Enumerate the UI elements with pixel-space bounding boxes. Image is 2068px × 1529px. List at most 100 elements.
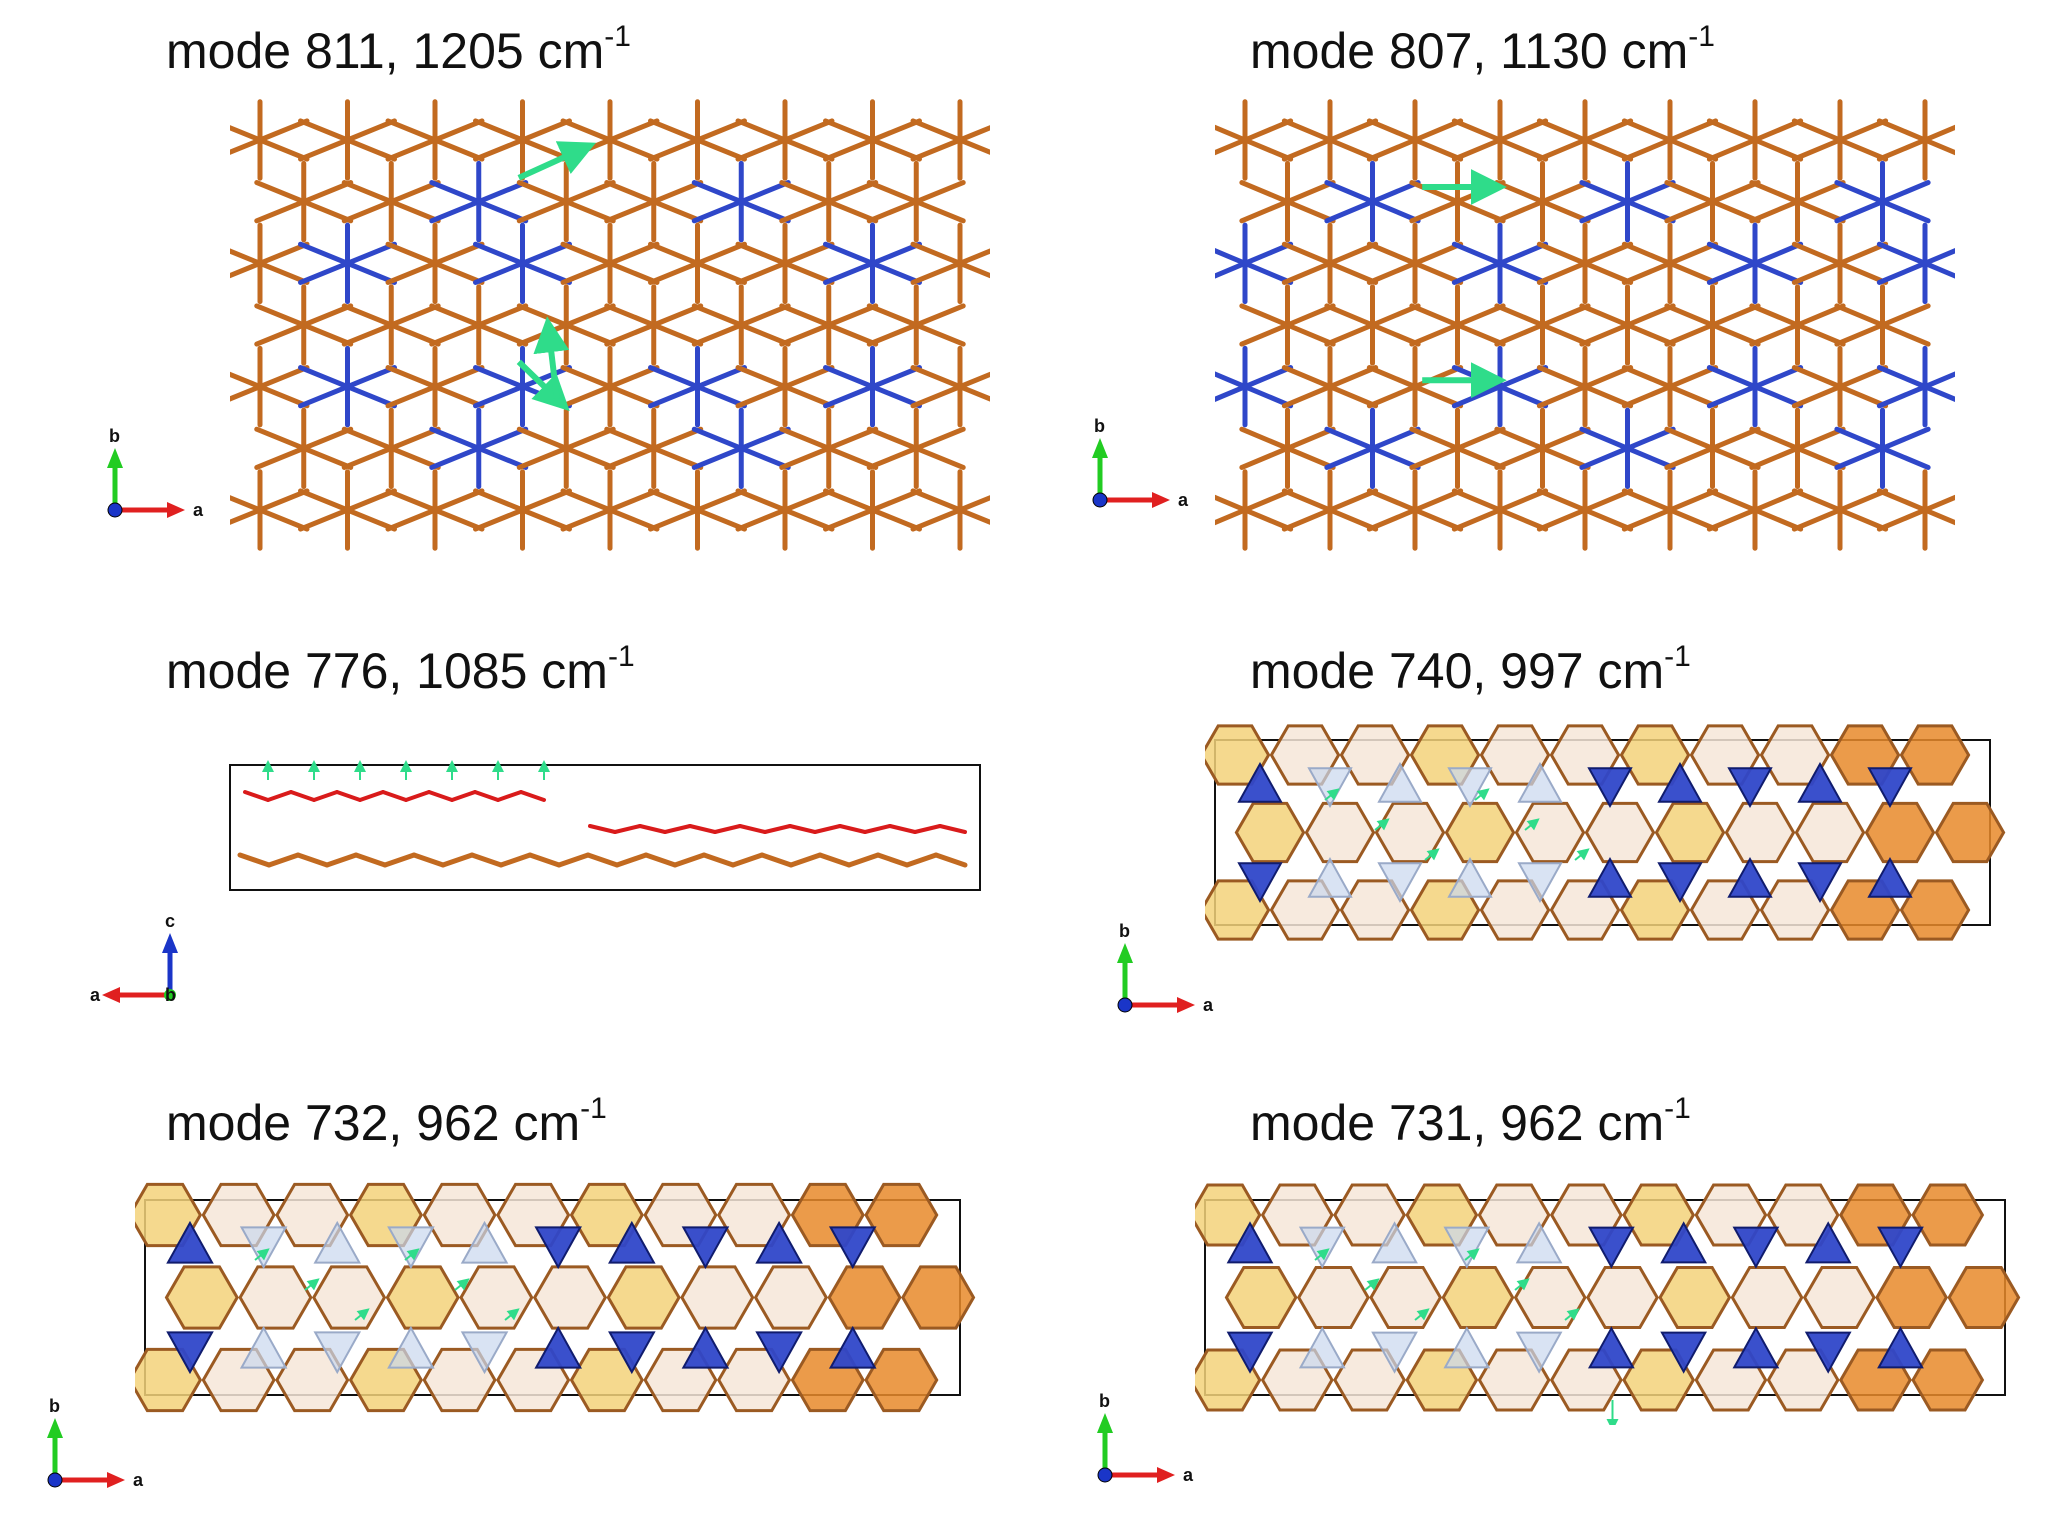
hydrogen-atom bbox=[920, 784, 928, 792]
bond bbox=[353, 852, 388, 868]
bond bbox=[1876, 241, 1928, 266]
bond bbox=[429, 180, 482, 205]
bond bbox=[385, 365, 438, 390]
axis-c-origin bbox=[1117, 997, 1133, 1013]
polyhedral-structure bbox=[1205, 724, 2006, 941]
hydrogen-atom bbox=[410, 896, 418, 904]
bond bbox=[473, 507, 525, 532]
bond bbox=[345, 365, 397, 390]
bond bbox=[695, 384, 747, 409]
bond bbox=[1621, 384, 1673, 409]
hydrogen-atom bbox=[650, 838, 658, 846]
bond bbox=[651, 199, 704, 224]
axis-label-h: a bbox=[133, 1470, 144, 1490]
bond bbox=[1579, 426, 1630, 451]
bond bbox=[254, 180, 307, 205]
bond bbox=[730, 852, 765, 868]
tetrahedron bbox=[1867, 856, 1913, 898]
bond bbox=[1834, 303, 1885, 328]
bond bbox=[1409, 322, 1460, 347]
bond bbox=[1536, 384, 1588, 409]
bond bbox=[604, 445, 657, 470]
bond bbox=[913, 824, 942, 834]
bond bbox=[563, 426, 616, 451]
oxygen-atom bbox=[846, 772, 858, 784]
bond bbox=[957, 137, 990, 155]
bond bbox=[1497, 137, 1549, 162]
axis-c-head bbox=[162, 933, 178, 953]
oxygen-atom bbox=[1209, 1338, 1221, 1350]
bond bbox=[1582, 488, 1634, 513]
bond bbox=[1409, 445, 1460, 470]
displacement-vector bbox=[533, 316, 570, 399]
bond bbox=[1242, 365, 1294, 390]
bond bbox=[1752, 507, 1804, 532]
panel-title: mode 731, 962 cm-1 bbox=[1250, 1092, 1691, 1151]
bond bbox=[1327, 137, 1379, 162]
displacement-vector bbox=[1514, 1278, 1530, 1291]
bond bbox=[1324, 426, 1375, 451]
hydrogen-atom bbox=[534, 838, 542, 846]
bond bbox=[298, 241, 350, 266]
oxygen-atom bbox=[1570, 1338, 1582, 1350]
oxygen-atom bbox=[1968, 1338, 1980, 1350]
bond bbox=[846, 852, 881, 868]
bond bbox=[520, 260, 572, 285]
bond bbox=[1285, 180, 1336, 205]
bond bbox=[782, 137, 835, 162]
bond bbox=[1451, 137, 1503, 162]
side-view-structure bbox=[229, 760, 981, 904]
bond bbox=[345, 118, 397, 143]
bond bbox=[1667, 137, 1719, 162]
bond bbox=[382, 852, 417, 868]
displacement-vector bbox=[1474, 788, 1490, 801]
bond bbox=[1455, 426, 1506, 451]
bond bbox=[913, 199, 966, 224]
oxygen-atom bbox=[1219, 827, 1231, 839]
unit-cell bbox=[229, 764, 981, 891]
bond bbox=[957, 125, 990, 143]
axis-c-origin bbox=[1097, 1467, 1113, 1483]
tetrahedron bbox=[1443, 1226, 1491, 1269]
bond bbox=[738, 426, 791, 451]
bond bbox=[1239, 322, 1290, 347]
bond bbox=[516, 303, 569, 328]
ball-stick-structure bbox=[230, 99, 990, 551]
oxygen-atom bbox=[918, 772, 930, 784]
oxygen-atom bbox=[1281, 1245, 1293, 1257]
bond bbox=[759, 852, 794, 868]
bond bbox=[738, 824, 767, 834]
bond bbox=[1324, 445, 1375, 470]
bond bbox=[1579, 303, 1630, 328]
bond bbox=[1281, 384, 1333, 409]
bond bbox=[604, 199, 657, 224]
bond bbox=[563, 322, 616, 347]
bond bbox=[1215, 507, 1248, 526]
hydrogen-atom bbox=[845, 896, 853, 904]
tetrahedron bbox=[1727, 767, 1773, 809]
bond bbox=[1536, 365, 1588, 390]
tetrahedron bbox=[1877, 1226, 1924, 1269]
bond bbox=[432, 488, 485, 513]
bond bbox=[1752, 384, 1804, 409]
bond bbox=[411, 852, 446, 868]
bond bbox=[1494, 303, 1545, 328]
axis-label-h: a bbox=[1203, 995, 1214, 1015]
bond bbox=[563, 445, 616, 470]
bond bbox=[823, 260, 875, 285]
bond bbox=[560, 365, 613, 390]
bond bbox=[1837, 137, 1889, 162]
octahedron bbox=[864, 1182, 939, 1248]
bond bbox=[735, 260, 788, 285]
bond bbox=[1497, 507, 1549, 532]
bond bbox=[1664, 180, 1715, 205]
oxygen-atom bbox=[1209, 1292, 1221, 1304]
bond bbox=[388, 303, 441, 328]
bond bbox=[738, 303, 791, 328]
bond bbox=[1497, 384, 1549, 409]
axis-b-head bbox=[1097, 1413, 1113, 1433]
bond bbox=[1366, 384, 1418, 409]
axis-a-head bbox=[1152, 492, 1170, 508]
oxygen-atom bbox=[774, 772, 786, 784]
bond bbox=[1366, 507, 1418, 532]
